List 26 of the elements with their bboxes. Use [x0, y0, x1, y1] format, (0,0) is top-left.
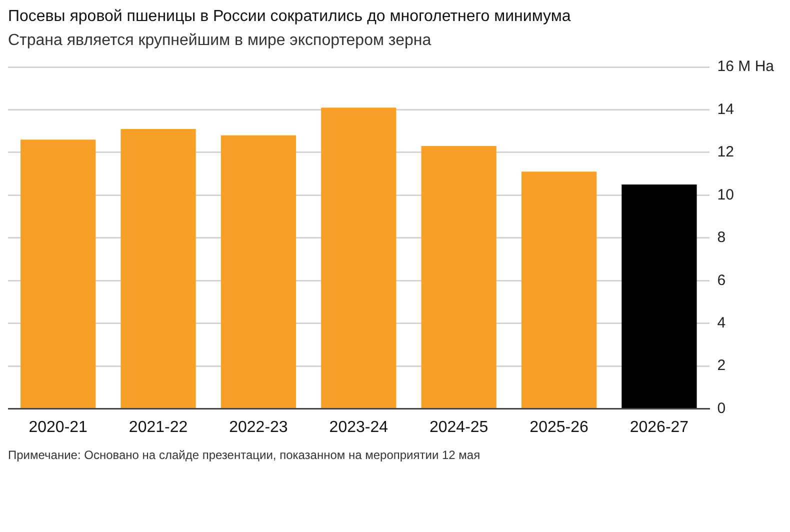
x-tick-label: 2025-26 [530, 418, 588, 436]
x-tick-label: 2023-24 [329, 418, 388, 436]
x-tick-label: 2020-21 [28, 418, 88, 436]
bar [220, 135, 296, 408]
y-tick-label: 0 [717, 400, 726, 417]
x-tick-label: 2022-23 [229, 418, 288, 436]
x-tick-label: 2026-27 [630, 418, 689, 436]
y-tick-label: 6 [717, 272, 726, 289]
y-tick-label: 2 [717, 357, 726, 374]
y-tick-label: 12 [717, 144, 734, 161]
y-tick-label: 8 [717, 229, 726, 246]
x-tick-label: 2021-22 [128, 418, 188, 436]
y-tick-label: 14 [717, 100, 734, 118]
y-tick-label: 16 M Ha [717, 58, 775, 76]
bar [521, 172, 597, 408]
chart-title: Посевы яровой пшеницы в России сократились до многолетнего минимума [8, 8, 572, 26]
bar [20, 140, 96, 408]
y-tick-label: 10 [717, 186, 734, 204]
x-tick-label: 2024-25 [429, 418, 488, 436]
chart-subtitle: Страна является крупнейшим в мире экспортером зерна [8, 32, 432, 50]
text: Примечание: Основано на слайде презентации, показанном на мероприятии 12 мая [8, 448, 482, 462]
bar [421, 146, 496, 408]
bar [622, 184, 697, 408]
bar [321, 108, 396, 408]
y-tick-label: 4 [717, 314, 726, 332]
bar [120, 128, 196, 408]
